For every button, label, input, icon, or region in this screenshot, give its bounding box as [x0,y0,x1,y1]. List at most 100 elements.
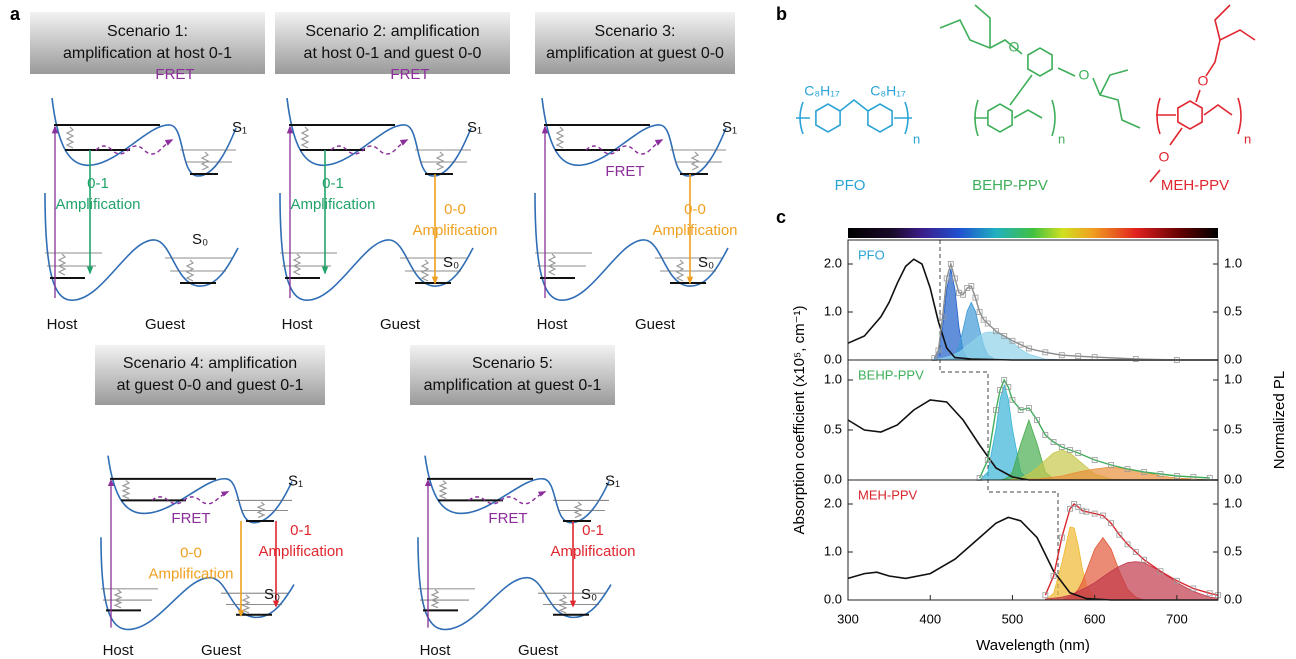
y-tick-label: 1.0 [824,543,842,558]
repeat-index: n [1244,131,1251,146]
atom-label: O [1079,67,1090,83]
relaxation [115,590,121,608]
state-label: S₁ [467,119,482,136]
pl-marker [972,294,979,301]
species-label: Guest [201,642,242,659]
fret-transfer [586,139,664,154]
subplot-label: BEHP-PPV [858,367,924,382]
scenario-title: at host 0-1 and guest 0-0 [304,45,482,62]
scenario-title: at guest 0-0 and guest 0-1 [117,377,304,394]
y2-tick-label: 0.0 [1224,471,1242,486]
pl-marker [1099,512,1106,519]
pl-marker [951,275,958,282]
relaxation [123,481,129,499]
amplification-label: 0-1 [322,175,344,192]
scenario-box [30,12,265,74]
amplification-label: 0-0 [684,201,706,218]
pl-marker [1141,469,1147,475]
pl-marker [1042,432,1049,438]
x-tick-label: 400 [919,611,941,626]
amplification-label: Amplification [148,566,233,583]
scenario-title: amplification at host 0-1 [63,45,232,62]
pl-marker [1079,507,1086,514]
pl-marker [993,328,999,335]
scenario-box [410,345,615,405]
panel-label: a [10,4,21,24]
scenario-title: Scenario 4: amplification [123,355,297,372]
pl-marker [1124,541,1131,548]
substituent: C₈H₁₇ [804,83,840,99]
potential-curve [287,98,471,176]
pl-marker [1001,333,1008,339]
relaxation [422,260,428,281]
pl-marker [1157,568,1164,575]
x-tick-label: 600 [1084,611,1106,626]
y2-tick-label: 0.5 [1224,421,1242,436]
atom-label: O [1159,149,1170,165]
panel-label: c [776,207,786,227]
potential-curve [45,193,238,300]
pl-marker [1017,341,1024,348]
amplification-label: 0-1 [290,522,312,539]
amplification-label: 0-1 [582,522,604,539]
pl-marker [1058,352,1065,359]
pl-marker [1058,444,1065,450]
pl-marker [1132,356,1139,362]
pl-marker [960,291,967,298]
state-label: S₀ [581,586,597,603]
pl-marker [1108,462,1115,468]
relaxation [560,595,566,613]
relaxation [437,152,443,170]
pl-marker [947,261,954,267]
pl-marker [935,347,942,354]
absorption-line [847,516,1218,601]
pl-marker [1173,577,1180,584]
x-tick-label: 300 [837,611,859,626]
x-tick-label: 500 [1002,611,1024,626]
fret-transfer [96,139,174,154]
scenario-title: Scenario 5: [472,355,553,372]
scenario-title: amplification at guest 0-0 [546,45,724,62]
amplification-label: Amplification [290,196,375,213]
potential-curve [108,456,292,523]
fret-label: FRET [605,163,644,180]
relaxation [549,254,555,275]
species-label: Host [47,316,79,333]
pl-marker [984,320,991,327]
relaxation [202,152,208,170]
repeat-index: n [1058,131,1065,146]
bond [1149,4,1256,183]
state-label: S₁ [722,119,737,136]
pl-marker [931,355,938,361]
pl-marker [1025,405,1032,411]
state-label: S₀ [264,586,280,603]
pl-marker [1017,407,1024,413]
substituent: C₈H₁₇ [870,83,906,99]
pl-marker [1025,345,1032,352]
atom-label: O [1198,73,1209,89]
species-label: Guest [518,642,559,659]
amplification-label: Amplification [652,222,737,239]
state-label: S₀ [443,254,459,271]
fret-transfer [469,491,547,504]
amplification-label: Amplification [55,196,140,213]
potential-curve [425,456,609,523]
y-tick-label: 2.0 [824,255,842,270]
y2-tick-label: 0.5 [1224,543,1242,558]
y2-tick-label: 1.0 [1224,371,1242,386]
y2-tick-label: 1.0 [1224,255,1242,270]
pl-marker [1009,337,1016,344]
amplification-label: Amplification [412,222,497,239]
panel-label: b [776,4,787,24]
subplot-label: PFO [858,247,885,262]
x-tick-label: 700 [1166,611,1188,626]
relaxation [677,260,683,281]
relaxation [575,502,581,517]
y2-tick-label: 0.0 [1224,591,1242,606]
pl-marker [1206,590,1213,597]
species-label: Host [282,316,314,333]
scenario-title: Scenario 1: [107,23,188,40]
y-tick-label: 0.0 [824,471,842,486]
plot-frame [847,479,1219,601]
pl-marker [1075,353,1082,360]
